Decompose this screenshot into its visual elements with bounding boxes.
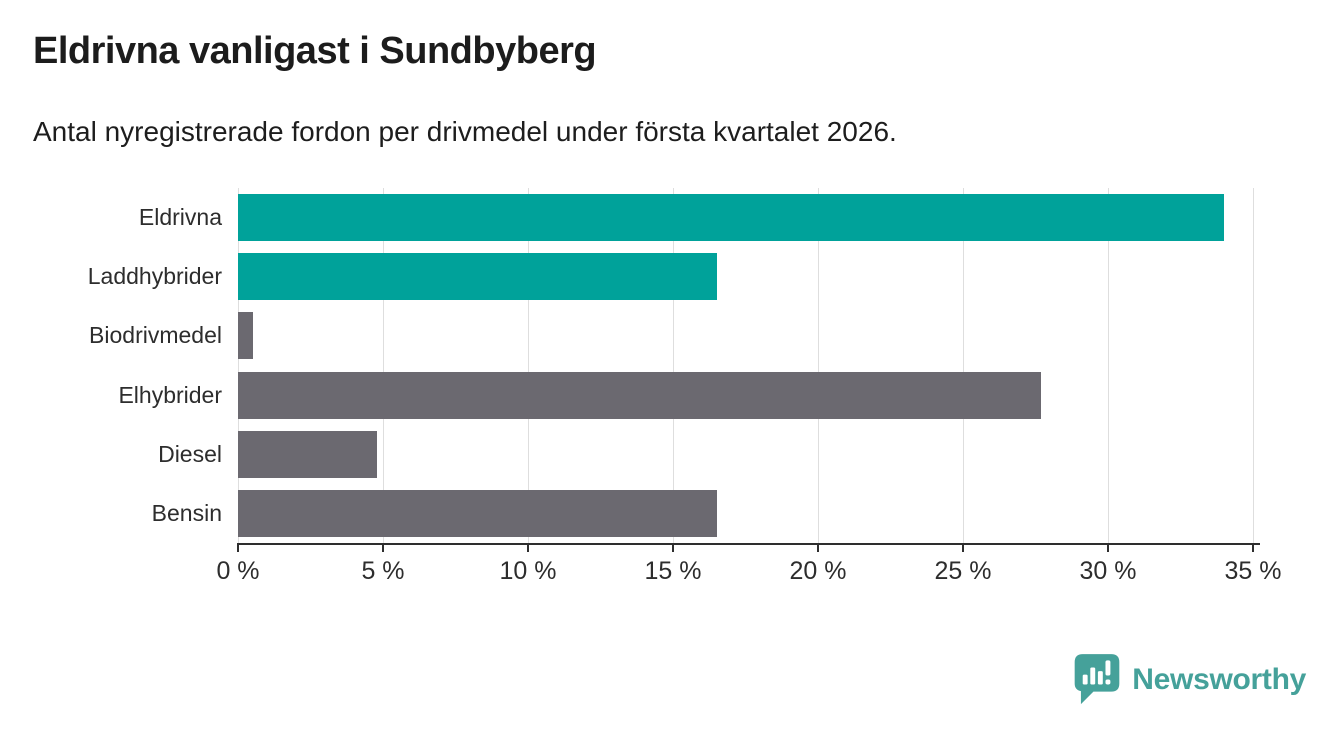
bar-bensin: [238, 489, 717, 537]
gridline-5pct: [383, 188, 384, 543]
x-tick-label-10pct: 10 %: [499, 557, 557, 585]
x-tick-15pct: [672, 543, 674, 552]
x-axis-line: [237, 543, 1260, 545]
x-tick-label-5pct: 5 %: [361, 557, 405, 585]
x-tick-label-30pct: 30 %: [1079, 557, 1137, 585]
gridline-30pct: [1108, 188, 1109, 543]
x-tick-5pct: [382, 543, 384, 552]
bar-biodrivmedel: [238, 312, 253, 360]
chart-title: Eldrivna vanligast i Sundbyberg: [33, 30, 597, 72]
gridline-20pct: [818, 188, 819, 543]
x-tick-35pct: [1252, 543, 1254, 552]
category-label-elhybrider: Elhybrider: [118, 381, 222, 408]
newsworthy-chart-bubble-icon: [1072, 651, 1122, 709]
bar-eldrivna: [238, 194, 1224, 242]
bar-diesel: [238, 430, 378, 478]
x-tick-label-15pct: 15 %: [644, 557, 702, 585]
x-tick-30pct: [1107, 543, 1109, 552]
x-tick-label-25pct: 25 %: [934, 557, 992, 585]
category-label-diesel: Diesel: [158, 440, 222, 467]
gridline-10pct: [528, 188, 529, 543]
gridline-15pct: [673, 188, 674, 543]
chart-subtitle: Antal nyregistrerade fordon per drivmede…: [33, 116, 897, 147]
bar-laddhybrider: [238, 253, 717, 301]
category-label-eldrivna: Eldrivna: [138, 204, 222, 231]
newsworthy-logo: Newsworthy: [1072, 651, 1306, 709]
category-label-biodrivmedel: Biodrivmedel: [89, 322, 222, 349]
x-tick-10pct: [527, 543, 529, 552]
gridline-35pct: [1253, 188, 1254, 543]
gridline-25pct: [963, 188, 964, 543]
bar-elhybrider: [238, 371, 1042, 419]
x-tick-0pct: [237, 543, 239, 552]
category-label-bensin: Bensin: [151, 499, 222, 526]
category-label-laddhybrider: Laddhybrider: [87, 263, 222, 290]
x-tick-25pct: [962, 543, 964, 552]
x-tick-label-35pct: 35 %: [1224, 557, 1282, 585]
x-tick-20pct: [817, 543, 819, 552]
newsworthy-logo-text: Newsworthy: [1132, 663, 1306, 696]
gridline-0pct: [238, 188, 239, 543]
x-tick-label-0pct: 0 %: [216, 557, 260, 585]
x-tick-label-20pct: 20 %: [789, 557, 847, 585]
